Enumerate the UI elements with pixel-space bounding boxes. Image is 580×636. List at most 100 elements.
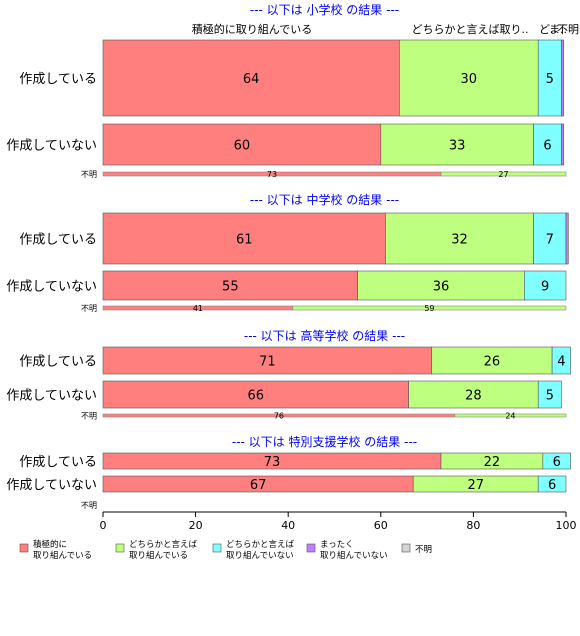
bar-segment xyxy=(537,380,562,409)
data-label: 66 xyxy=(248,389,265,404)
x-tick-label: 60 xyxy=(374,519,388,532)
legend-item: 積極的に取り組んでいる xyxy=(19,539,92,561)
x-tick-label: 20 xyxy=(189,519,203,532)
legend-label: どちらかと言えば xyxy=(226,539,295,550)
data-label: 26 xyxy=(484,355,501,370)
bar-segment xyxy=(399,39,539,117)
unknown-data-label: 59 xyxy=(424,304,434,313)
group-title: --- 以下は 高等学校 の結果 --- xyxy=(244,328,405,343)
group: --- 以下は 特別支援学校 の結果 --- 作成している 73 22 6 作成していない… xyxy=(6,434,571,510)
data-label: 4 xyxy=(557,355,565,370)
unknown-data-label: 24 xyxy=(505,412,515,421)
legend-label: 取り組んでいない xyxy=(226,550,294,561)
bar-segment xyxy=(537,475,567,493)
top-label: ま.. xyxy=(549,23,567,36)
bar-segment xyxy=(102,346,433,375)
bar-segment xyxy=(524,270,567,301)
data-label: 30 xyxy=(460,72,477,87)
top-label: 積極的に取り組んでいる xyxy=(192,22,312,36)
data-label: 60 xyxy=(234,139,251,154)
bar-segment xyxy=(102,212,386,265)
group-title: --- 以下は 小学校 の結果 --- xyxy=(250,2,399,17)
unknown-data-label: 76 xyxy=(274,412,284,421)
bar-segment xyxy=(408,380,539,409)
legend-swatch xyxy=(115,543,125,553)
data-label: 67 xyxy=(250,478,267,493)
legend-item: 不明 xyxy=(401,543,432,555)
legend-label: 積極的に xyxy=(33,539,67,550)
bar-segment xyxy=(551,346,571,375)
data-label: 6 xyxy=(543,139,551,154)
unknown-label: 不明 xyxy=(81,170,97,179)
legend-swatch xyxy=(306,543,316,553)
data-label: 71 xyxy=(259,355,276,370)
legend-label: 不明 xyxy=(415,545,432,555)
data-label: 36 xyxy=(433,280,450,295)
row-label: 作成している xyxy=(19,233,97,248)
data-label: 32 xyxy=(451,233,468,248)
row-label: 作成している xyxy=(19,355,97,370)
bar-segment xyxy=(561,123,564,166)
unknown-data-label: 41 xyxy=(193,304,203,313)
data-label: 9 xyxy=(541,280,549,295)
legend-label: 取り組んでいる xyxy=(33,550,92,561)
group: --- 以下は 小学校 の結果 --- 作成している 64 30 5 作成していない 60 3… xyxy=(6,2,567,179)
unknown-data-label: 73 xyxy=(267,170,277,179)
x-tick-label: 80 xyxy=(466,519,480,532)
top-label: どちらかと言えば取り.. xyxy=(412,23,529,36)
data-label: 5 xyxy=(546,72,554,87)
data-label: 7 xyxy=(546,233,554,248)
data-label: 5 xyxy=(546,389,554,404)
unknown-label: 不明 xyxy=(81,412,97,421)
row-label: 作成していない xyxy=(6,478,97,493)
legend: 積極的に取り組んでいるどちらかと言えば取り組んでいるどちらかと言えば取り組んでい… xyxy=(19,539,432,561)
data-label: 28 xyxy=(465,389,482,404)
data-label: 27 xyxy=(467,478,484,493)
bar-segment xyxy=(431,346,553,375)
group: --- 以下は 中学校 の結果 --- 作成している 61 32 7 作成していない 55 3… xyxy=(6,192,569,313)
top-label: ど.. xyxy=(539,23,557,36)
legend-swatch xyxy=(401,543,411,553)
bar-segment xyxy=(357,270,525,301)
bar-segment xyxy=(542,452,571,470)
data-label: 61 xyxy=(236,233,253,248)
bar-segment xyxy=(561,39,564,117)
legend-swatch xyxy=(212,543,222,553)
bar-segment xyxy=(102,39,400,117)
row-label: 作成していない xyxy=(6,389,97,404)
bar-segment xyxy=(565,212,569,265)
row-label: 作成していない xyxy=(6,280,97,295)
unknown-segment xyxy=(292,305,567,311)
bar-segment xyxy=(102,270,358,301)
top-category-labels: 積極的に取り組んでいる どちらかと言えば取り.. ど..ま..不明 xyxy=(192,22,579,36)
x-tick-label: 0 xyxy=(100,519,107,532)
legend-label: どちらかと言えば xyxy=(129,539,198,550)
bar-segment xyxy=(102,380,409,409)
group-title: --- 以下は 中学校 の結果 --- xyxy=(250,192,399,207)
group: --- 以下は 高等学校 の結果 --- 作成している 71 26 4 作成していない 66… xyxy=(6,328,571,421)
bar-segment xyxy=(385,212,534,265)
data-label: 6 xyxy=(548,478,556,493)
bar-segment xyxy=(380,123,534,166)
x-tick-label: 100 xyxy=(556,519,577,532)
row-label: 作成している xyxy=(19,72,97,87)
x-axis: 0 20 40 60 80 100 xyxy=(100,511,577,532)
data-label: 64 xyxy=(243,72,260,87)
data-label: 6 xyxy=(553,455,561,470)
unknown-label: 不明 xyxy=(81,501,97,510)
x-tick-label: 40 xyxy=(281,519,295,532)
data-label: 55 xyxy=(222,280,239,295)
unknown-segment xyxy=(440,171,567,177)
top-label: 不明 xyxy=(557,23,579,36)
data-label: 33 xyxy=(449,139,466,154)
group-title: --- 以下は 特別支援学校 の結果 --- xyxy=(232,434,417,449)
unknown-segment xyxy=(454,413,567,418)
legend-label: まったく xyxy=(320,540,354,550)
legend-label: 取り組んでいない xyxy=(320,550,388,561)
unknown-data-label: 27 xyxy=(498,170,508,179)
